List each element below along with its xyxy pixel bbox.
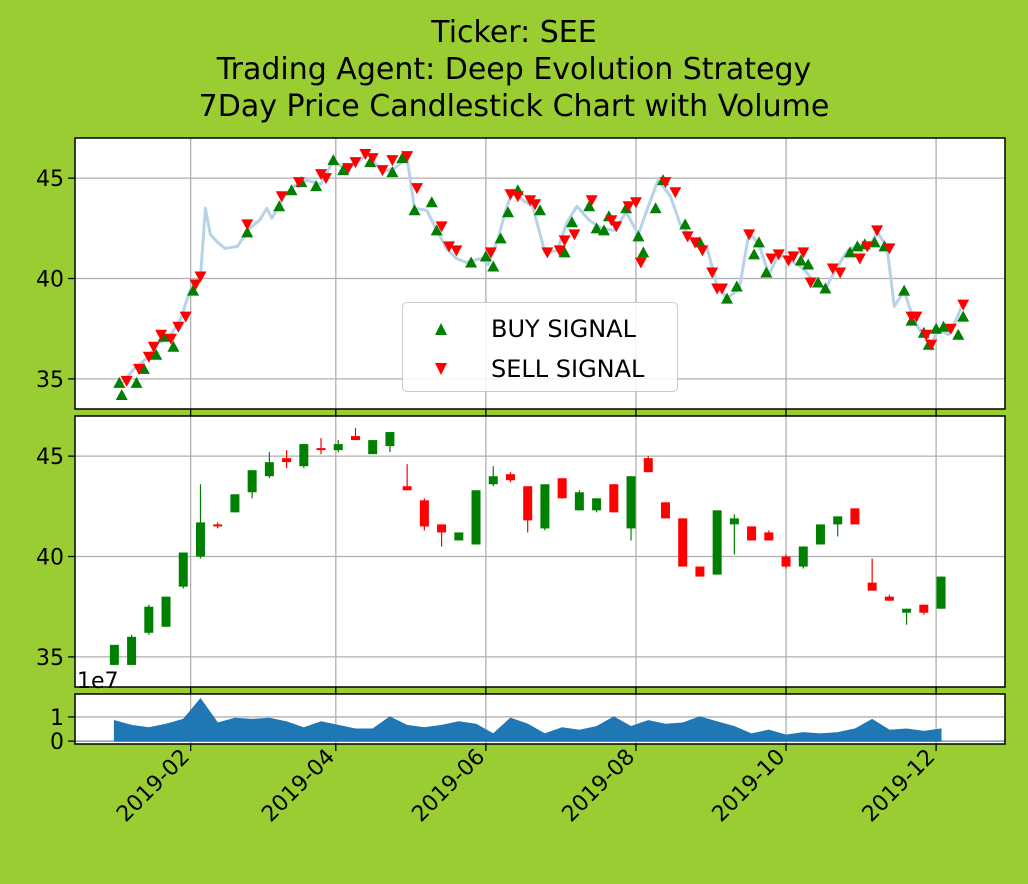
candle-body	[282, 458, 291, 462]
candle-body	[437, 524, 446, 532]
candle-body	[127, 637, 136, 665]
candle-body	[833, 516, 842, 524]
candle-body	[403, 486, 412, 490]
candle-body	[782, 557, 791, 567]
sell-triangle-icon	[433, 361, 449, 377]
candle-body	[230, 494, 239, 512]
candle-body	[713, 510, 722, 574]
candle-body	[902, 609, 911, 613]
candle-body	[420, 500, 429, 526]
candle-body	[937, 577, 946, 609]
legend: BUY SIGNAL SELL SIGNAL	[402, 302, 678, 392]
volume-offset-label: 1e7	[77, 669, 119, 694]
candle-body	[661, 502, 670, 518]
legend-label-buy: BUY SIGNAL	[491, 315, 636, 343]
candle-body	[368, 440, 377, 454]
x-tick-label: 2019-02	[112, 745, 195, 828]
candle-body	[196, 522, 205, 556]
candle-body	[265, 462, 274, 476]
candle-body	[627, 476, 636, 528]
candle-body	[385, 432, 394, 446]
y-tick-label: 40	[36, 268, 64, 293]
candle-body	[110, 645, 119, 665]
candle-body	[144, 607, 153, 633]
candle-body	[609, 484, 618, 512]
candle-body	[489, 476, 498, 484]
candle-body	[747, 526, 756, 540]
candle-body	[816, 524, 825, 544]
buy-triangle-icon	[433, 321, 449, 337]
candle-body	[885, 597, 894, 601]
x-tick-label: 2019-10	[708, 745, 791, 828]
candle-body	[540, 484, 549, 528]
legend-label-sell: SELL SIGNAL	[491, 355, 644, 383]
candle-body	[730, 518, 739, 524]
candle-body	[317, 448, 326, 450]
candle-body	[644, 458, 653, 472]
candle-body	[678, 518, 687, 566]
y-tick-label: 35	[36, 646, 64, 671]
candle-body	[248, 470, 257, 492]
y-tick-label: 45	[36, 167, 64, 192]
candle-body	[868, 583, 877, 591]
candle-body	[919, 605, 928, 613]
candle-body	[558, 478, 567, 498]
candle-body	[695, 567, 704, 577]
candle-body	[299, 444, 308, 466]
x-tick-label: 2019-08	[558, 745, 641, 828]
y-tick-label: 1	[50, 706, 64, 731]
candle-body	[179, 553, 188, 587]
legend-item-buy: BUY SIGNAL	[403, 309, 677, 349]
candle-body	[523, 486, 532, 520]
candle-body	[764, 532, 773, 540]
y-tick-label: 35	[36, 368, 64, 393]
candle-body	[351, 436, 360, 440]
candle-body	[799, 546, 808, 566]
candle-body	[472, 490, 481, 544]
candle-body	[575, 492, 584, 510]
legend-item-sell: SELL SIGNAL	[403, 349, 677, 389]
candle-body	[454, 532, 463, 540]
candle-body	[334, 444, 343, 450]
y-tick-label: 45	[36, 445, 64, 470]
x-tick-label: 2019-12	[858, 745, 941, 828]
candle-body	[213, 524, 222, 526]
x-tick-label: 2019-04	[257, 745, 340, 828]
candle-body	[506, 474, 515, 480]
candle-body	[162, 597, 171, 627]
candle-body	[592, 498, 601, 510]
x-tick-label: 2019-06	[407, 745, 490, 828]
y-tick-label: 0	[50, 730, 64, 755]
candle-body	[850, 508, 859, 524]
y-tick-label: 40	[36, 546, 64, 571]
